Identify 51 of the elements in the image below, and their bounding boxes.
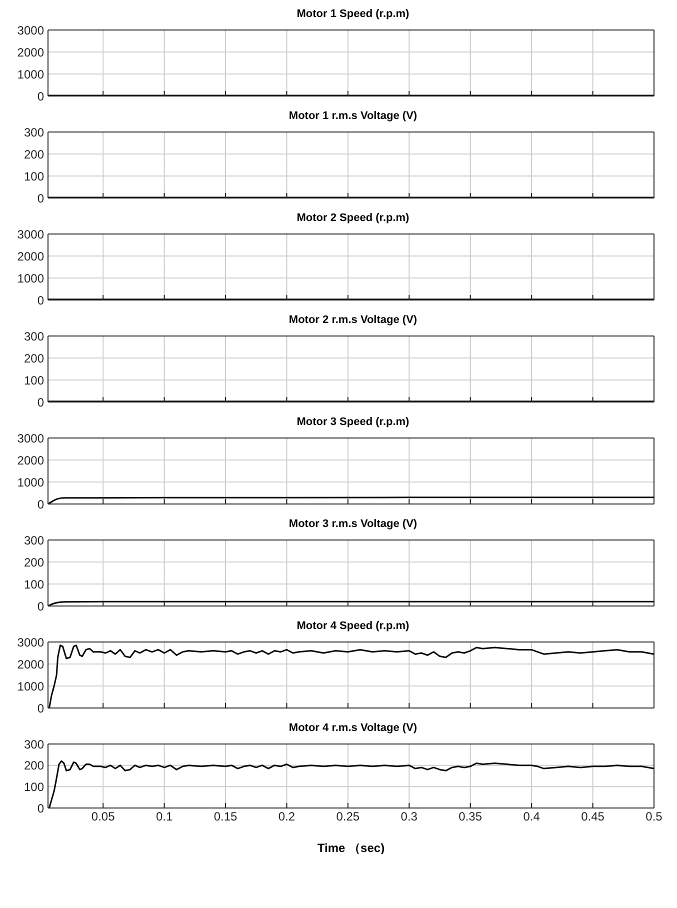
y-tick-label: 300: [24, 533, 44, 548]
y-tick-label: 100: [24, 577, 44, 592]
chart-title: Motor 2 Speed (r.p.m): [296, 212, 410, 226]
x-tick-label: 0.5: [646, 810, 663, 824]
y-tick-label: 2000: [17, 453, 44, 468]
y-tick-label: 300: [24, 737, 44, 752]
y-tick-label: 0: [37, 497, 44, 512]
x-tick-label: 0.2: [278, 810, 296, 824]
chart-title: Motor 1 r.m.s Voltage (V): [288, 110, 418, 124]
y-tick-label: 2000: [17, 249, 44, 264]
y-tick-label: 3000: [17, 23, 44, 38]
chart-title: Motor 4 Speed (r.p.m): [296, 620, 410, 634]
y-tick-label: 300: [24, 329, 44, 344]
y-tick-label: 200: [24, 758, 44, 773]
y-tick-label: 100: [24, 373, 44, 388]
y-tick-label: 1000: [17, 67, 44, 82]
y-tick-label: 0: [37, 701, 44, 716]
y-tick-label: 0: [37, 89, 44, 104]
y-tick-label: 0: [37, 801, 44, 816]
y-tick-label: 1000: [17, 475, 44, 490]
x-tick-label: 0.35: [458, 810, 482, 824]
y-tick-label: 300: [24, 125, 44, 140]
y-tick-label: 0: [37, 293, 44, 308]
chart-title: Motor 1 Speed (r.p.m): [296, 8, 410, 22]
x-tick-label: 0.45: [581, 810, 605, 824]
chart-title: Motor 3 r.m.s Voltage (V): [288, 518, 418, 532]
y-tick-label: 3000: [17, 227, 44, 242]
y-tick-label: 200: [24, 147, 44, 162]
y-tick-label: 1000: [17, 271, 44, 286]
y-tick-label: 3000: [17, 635, 44, 650]
y-tick-label: 2000: [17, 657, 44, 672]
y-tick-label: 1000: [17, 679, 44, 694]
x-tick-label: 0.05: [91, 810, 116, 824]
x-tick-label: 0.3: [400, 810, 418, 824]
y-tick-label: 0: [37, 395, 44, 410]
line-series: [48, 644, 654, 708]
x-tick-label: 0.4: [523, 810, 540, 824]
y-tick-label: 2000: [17, 45, 44, 60]
y-tick-label: 100: [24, 169, 44, 184]
chart-title: Motor 4 r.m.s Voltage (V): [288, 722, 418, 736]
y-tick-label: 0: [37, 191, 44, 206]
chart-title: Motor 3 Speed (r.p.m): [296, 416, 410, 430]
y-tick-label: 0: [37, 599, 44, 614]
y-tick-label: 200: [24, 351, 44, 366]
y-tick-label: 200: [24, 555, 44, 570]
x-tick-label: 0.1: [156, 810, 173, 824]
y-tick-label: 100: [24, 780, 44, 794]
chart-title: Motor 2 r.m.s Voltage (V): [288, 314, 418, 328]
y-tick-label: 3000: [17, 431, 44, 446]
x-tick-label: 0.15: [214, 810, 238, 824]
x-tick-label: 0.25: [336, 810, 360, 824]
